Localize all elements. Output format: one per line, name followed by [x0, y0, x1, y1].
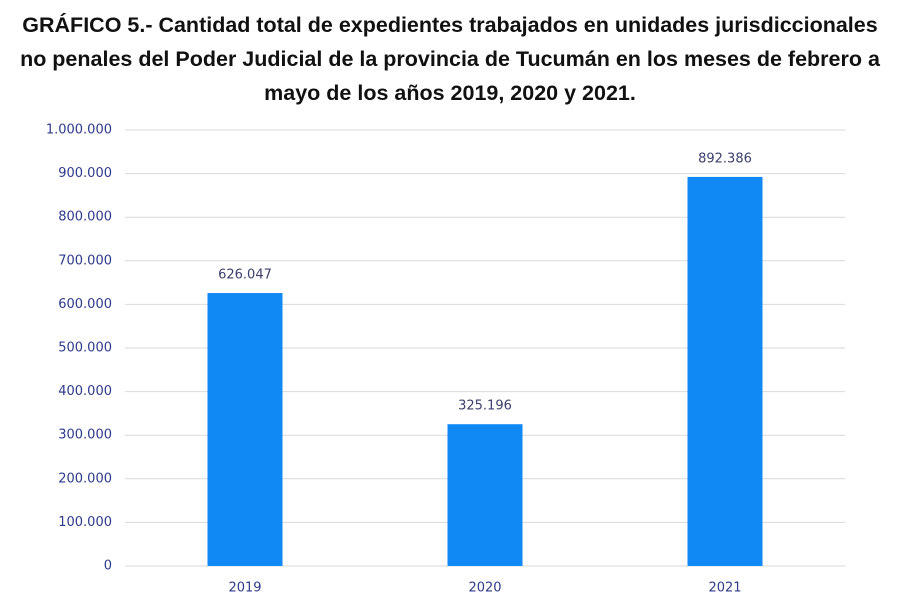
- y-tick-label: 500.000: [58, 341, 112, 356]
- y-tick-label: 700.000: [58, 253, 112, 268]
- bar: [207, 293, 283, 566]
- y-tick-label: 400.000: [58, 384, 112, 399]
- y-tick-label: 200.000: [58, 471, 112, 486]
- value-label: 626.047: [218, 268, 272, 283]
- y-tick-label: 800.000: [58, 210, 112, 225]
- value-label: 892.386: [698, 151, 752, 166]
- x-tick-label: 2020: [468, 581, 501, 596]
- x-tick-label: 2019: [228, 581, 261, 596]
- y-tick-label: 900.000: [58, 166, 112, 181]
- bar: [447, 424, 523, 566]
- value-label: 325.196: [458, 399, 512, 414]
- y-tick-label: 600.000: [58, 297, 112, 312]
- x-tick-label: 2021: [708, 581, 741, 596]
- y-tick-label: 300.000: [58, 428, 112, 443]
- chart-title: GRÁFICO 5.- Cantidad total de expediente…: [20, 13, 880, 105]
- bar: [687, 176, 763, 566]
- y-tick-label: 1.000.000: [46, 123, 112, 138]
- y-tick-label: 0: [104, 559, 112, 574]
- y-tick-label: 100.000: [58, 515, 112, 530]
